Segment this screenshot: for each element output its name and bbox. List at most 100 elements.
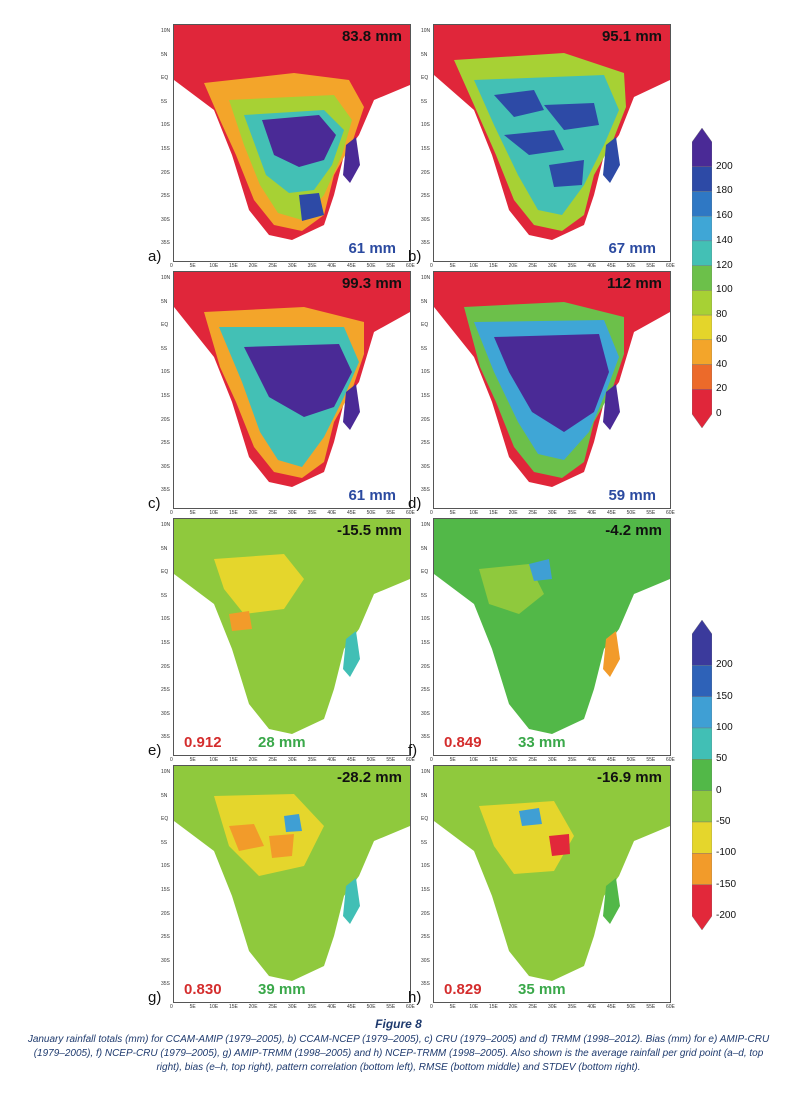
lon-tick-label: 20E (248, 757, 258, 763)
mean-label-a: 83.8 mm (341, 28, 402, 45)
lon-tick-label: 55E (646, 263, 656, 269)
lon-tick-label: 0 (430, 263, 433, 269)
lat-tick-label: 5N (161, 545, 168, 552)
lat-tick-label: 10N (421, 275, 431, 281)
rmse-label-h: 35 mm (518, 981, 566, 998)
lat-tick-label: 20S (161, 169, 170, 176)
cb-bias-segment (692, 620, 712, 666)
lon-tick-label: 60E (406, 263, 415, 269)
lat-tick-label: 15S (421, 393, 430, 399)
lon-tick-label: 30E (548, 263, 557, 269)
lon-tick-label: 20E (508, 510, 518, 516)
lon-tick-label: 50E (626, 263, 636, 269)
cb-totals-segment (692, 389, 712, 428)
lat-tick-label: 5S (421, 592, 428, 599)
lat-tick-label: 30S (421, 957, 430, 964)
panel-h: -16.9 mm 0.829 35 mm (433, 765, 671, 1003)
lon-tick-label: 0 (170, 263, 173, 269)
panel-e: -15.5 mm 0.912 28 mm (173, 518, 411, 756)
bias-label-e: -15.5 mm (336, 522, 402, 539)
lon-tick-label: 50E (366, 757, 376, 763)
rmse-label-g: 39 mm (258, 981, 306, 998)
panel-d: 112 mm 59 mm (433, 271, 671, 509)
lon-tick-label: 10E (469, 510, 479, 516)
bias-label-f: -4.2 mm (605, 522, 662, 539)
panel-letter-a: a) (148, 248, 162, 265)
lon-tick-label: 55E (646, 1004, 656, 1010)
lon-tick-label: 0 (430, 757, 433, 763)
lon-tick-label: 25E (268, 1004, 278, 1010)
colorbar-tick-label: 180 (716, 185, 733, 197)
lon-tick-label: 50E (366, 1004, 376, 1010)
lon-tick-label: 45E (347, 263, 356, 269)
lon-tick-label: 40E (587, 510, 597, 516)
map-a (174, 25, 410, 261)
lat-tick-label: 10S (421, 369, 430, 376)
lon-tick-label: 10E (209, 757, 219, 763)
rmse-label-f: 33 mm (518, 734, 566, 751)
lat-tick-label: 10N (421, 522, 431, 528)
colorbar-tick-label: -200 (716, 910, 737, 921)
lon-tick-label: 15E (489, 757, 498, 763)
lat-tick-label: 10N (161, 275, 171, 281)
lon-tick-label: 25E (528, 510, 538, 516)
cb-totals-segment (692, 339, 712, 365)
map-b (434, 25, 670, 261)
map-g (174, 766, 410, 1002)
lat-tick-label: 30S (421, 463, 430, 470)
lon-tick-label: 5E (449, 757, 456, 763)
lat-tick-label: 5S (421, 345, 428, 352)
lon-tick-label: 30E (548, 510, 557, 516)
lon-tick-label: 60E (666, 757, 675, 763)
colorbar-tick-label: -100 (716, 847, 737, 859)
lat-tick-label: 15S (161, 146, 170, 152)
lon-tick-label: 40E (327, 757, 337, 763)
rmse-label-e: 28 mm (258, 734, 306, 751)
cb-totals-segment (692, 240, 712, 266)
lat-tick-label: EQ (421, 75, 429, 82)
lon-tick-label: 55E (386, 510, 396, 516)
cb-bias-segment (692, 696, 712, 729)
cb-totals-segment (692, 364, 712, 390)
lon-tick-label: 30E (288, 1004, 297, 1010)
lon-tick-label: 15E (489, 263, 498, 269)
lat-tick-label: 30S (421, 216, 430, 223)
lat-tick-label: 10S (421, 863, 430, 870)
lon-tick-label: 0 (170, 757, 173, 763)
cb-totals-segment (692, 128, 712, 167)
lon-tick-label: 25E (268, 510, 278, 516)
colorbar-tick-label: 60 (716, 333, 728, 345)
lon-tick-label: 25E (268, 757, 278, 763)
colorbar-tick-label: 200 (716, 659, 733, 671)
lon-tick-label: 35E (307, 1004, 317, 1010)
lat-tick-label: 15S (421, 640, 430, 646)
lat-tick-label: 10S (161, 616, 170, 623)
lat-tick-label: 5N (421, 545, 428, 552)
lon-tick-label: 45E (347, 1004, 356, 1010)
colorbar-tick-label: 50 (716, 753, 728, 765)
mean-label-c: 99.3 mm (341, 275, 402, 292)
lat-tick-label: 5S (161, 345, 168, 352)
colorbar-tick-label: 200 (716, 160, 733, 172)
bias-label-g: -28.2 mm (336, 769, 402, 786)
lat-tick-label: 20S (421, 169, 430, 176)
lat-tick-label: 25S (421, 934, 430, 941)
lon-tick-label: 40E (587, 263, 597, 269)
lat-tick-label: 15S (161, 393, 170, 399)
lat-tick-label: 5N (161, 298, 168, 305)
lat-tick-label: 20S (421, 416, 430, 423)
cb-totals-segment (692, 166, 712, 192)
lon-tick-label: 55E (646, 510, 656, 516)
lat-tick-label: EQ (421, 569, 429, 576)
lat-tick-label: 15S (421, 146, 430, 152)
lat-tick-label: 10N (421, 28, 431, 34)
colorbar-tick-label: 100 (716, 284, 733, 296)
lon-tick-label: 15E (229, 263, 238, 269)
lon-tick-label: 30E (288, 263, 297, 269)
lon-tick-label: 45E (347, 757, 356, 763)
lon-tick-label: 20E (248, 510, 258, 516)
lat-tick-label: 25S (421, 193, 430, 200)
lat-tick-label: 30S (161, 216, 170, 223)
lon-tick-label: 5E (189, 263, 196, 269)
lat-tick-label: 25S (421, 440, 430, 447)
